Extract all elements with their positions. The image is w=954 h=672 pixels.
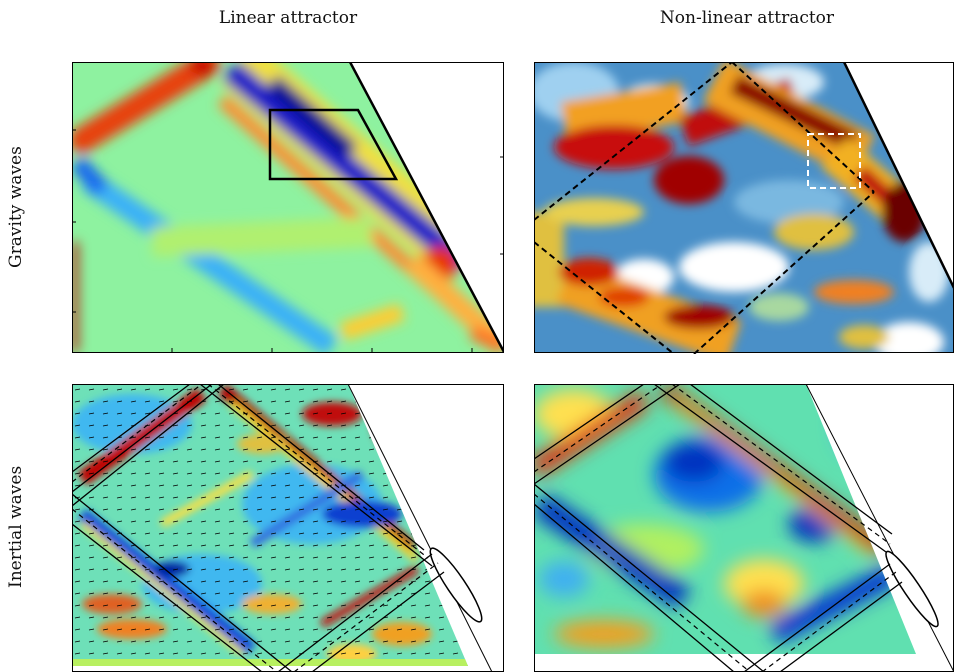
corner-ellipse bbox=[429, 547, 483, 623]
panel-gravity-nonlinear bbox=[534, 62, 954, 354]
attractor-beam-lines bbox=[72, 384, 445, 672]
row-title-gravity: Gravity waves bbox=[6, 146, 26, 268]
row-title-inertial: Inertial waves bbox=[6, 465, 26, 588]
corner-ellipse bbox=[885, 550, 939, 628]
column-title-linear: Linear attractor bbox=[218, 8, 358, 28]
zoom-box bbox=[807, 133, 861, 189]
sloping-boundary bbox=[842, 62, 954, 289]
panel-inertial-nonlinear bbox=[534, 384, 954, 672]
attractor-dashed-line bbox=[534, 62, 733, 221]
axes-frame bbox=[72, 62, 504, 353]
panel-inertial-linear bbox=[72, 384, 504, 672]
panel-gravity-linear bbox=[72, 62, 504, 354]
column-title-nonlinear: Non-linear attractor bbox=[659, 8, 835, 28]
sloping-boundary bbox=[348, 62, 504, 353]
zoom-box bbox=[268, 108, 399, 181]
attractor-beam-lines bbox=[534, 384, 903, 672]
